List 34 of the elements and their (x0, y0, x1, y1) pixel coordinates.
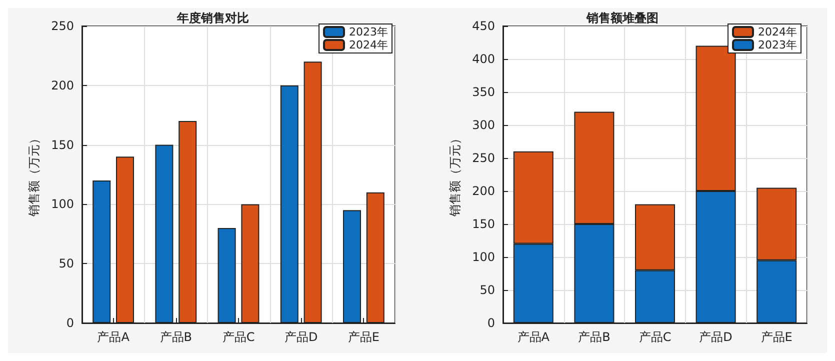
x-tick-label: 产品E (760, 330, 792, 344)
x-tick-label: 产品D (284, 330, 318, 344)
y-tick-label: 450 (472, 19, 495, 33)
y-tick-label: 0 (66, 316, 74, 330)
y-axis-title: 销售额（万元） (27, 132, 42, 218)
x-tick-label: 产品A (517, 330, 550, 344)
y-tick-label: 100 (472, 250, 495, 264)
legend-label: 2023年 (758, 38, 798, 52)
y-tick-label: 250 (51, 19, 74, 33)
x-tick-label: 产品C (638, 330, 672, 344)
y-tick-label: 350 (472, 85, 495, 99)
x-tick-label: 产品B (578, 330, 610, 344)
y-tick-label: 300 (472, 118, 495, 132)
x-tick-label: 产品D (699, 330, 732, 344)
y-tick-label: 250 (472, 151, 495, 165)
x-tick-label: 产品A (97, 330, 130, 344)
chart-title: 销售额堆叠图 (586, 11, 658, 25)
x-tick-label: 产品C (222, 330, 255, 344)
y-tick-label: 150 (51, 138, 74, 152)
y-tick-label: 50 (480, 283, 495, 297)
y-tick-label: 0 (487, 316, 495, 330)
chart-title: 年度销售对比 (176, 11, 249, 25)
y-tick-label: 400 (472, 52, 495, 66)
y-tick-label: 200 (472, 184, 495, 198)
y-axis-title: 销售额（万元） (448, 132, 462, 218)
legend-label: 2024年 (758, 26, 798, 38)
legend-label: 2023年 (349, 26, 388, 38)
legend-label: 2024年 (349, 38, 388, 52)
y-tick-label: 150 (472, 217, 495, 231)
y-tick-label: 200 (51, 78, 74, 92)
x-tick-label: 产品E (348, 330, 380, 344)
x-tick-label: 产品B (160, 330, 192, 344)
y-tick-label: 50 (58, 256, 74, 271)
y-tick-label: 100 (51, 197, 74, 212)
